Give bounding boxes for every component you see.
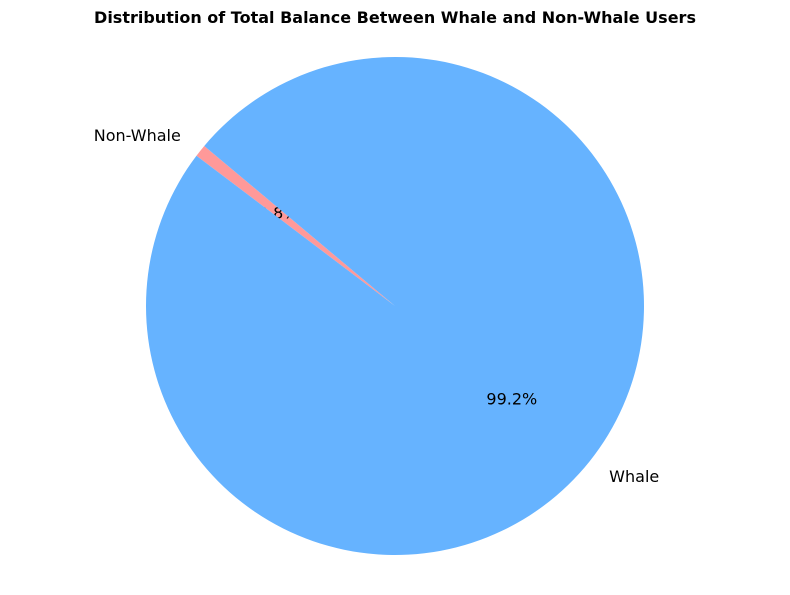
pie-category-label: Whale bbox=[609, 467, 659, 486]
pie-slice-non-whale bbox=[196, 145, 395, 306]
pie-pct-label: 99.2% bbox=[486, 390, 537, 409]
pie-category-label: Non-Whale bbox=[94, 126, 181, 145]
chart-title: Distribution of Total Balance Between Wh… bbox=[94, 8, 696, 27]
pie-slice-whale bbox=[146, 56, 644, 555]
